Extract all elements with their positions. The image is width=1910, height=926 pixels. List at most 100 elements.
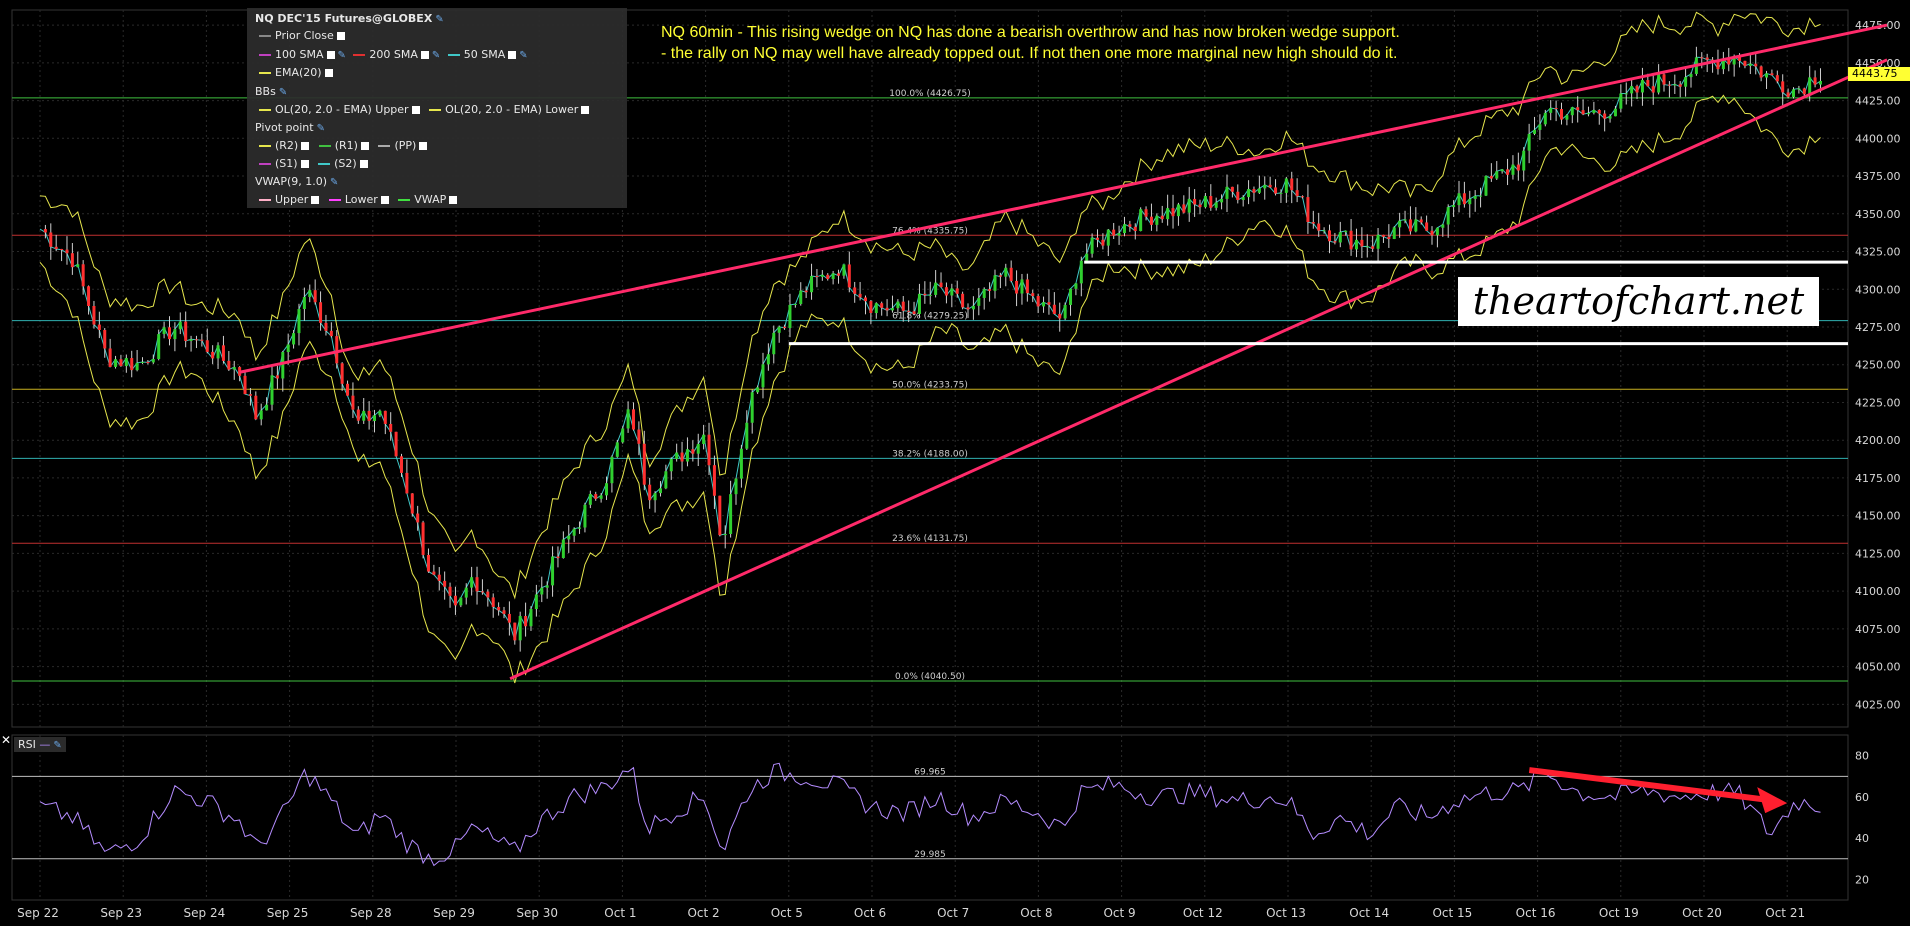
candle-body [1155,215,1159,225]
checkbox-icon[interactable] [508,51,517,59]
rsi-tick-label: 60 [1855,791,1869,804]
candle-body [1775,75,1779,82]
settings-icon[interactable]: ✎ [278,87,288,98]
candle-body [1592,110,1596,113]
y-tick-label: 4250.00 [1855,359,1901,372]
settings-icon[interactable]: ✎ [431,50,441,61]
candle-body [432,571,436,575]
candle-body [826,274,830,279]
legend-ema-row[interactable]: EMA(20) [259,66,333,79]
settings-icon[interactable]: ✎ [316,123,325,134]
candle-body [842,264,846,276]
candle-body [1268,184,1272,188]
checkbox-icon[interactable] [360,142,369,150]
annotation-line-1: NQ 60min - This rising wedge on NQ has d… [661,24,1400,41]
candle-body [243,375,247,395]
candle-body [664,471,668,489]
candle-body [950,288,954,296]
candle-body [248,394,252,396]
candle-body [696,443,700,454]
candle-body [971,305,975,310]
x-tick-label: Sep 24 [184,906,226,920]
candle-body [1500,169,1504,172]
x-tick-label: Oct 14 [1349,906,1389,920]
settings-icon[interactable]: ✎ [519,50,528,61]
candle-body [1122,224,1126,234]
checkbox-icon[interactable] [411,106,420,114]
candle-body [1603,113,1607,119]
candle-body [346,383,350,396]
candle-body [1252,189,1256,193]
y-tick-label: 4350.00 [1855,208,1901,221]
rsi-label[interactable]: RSI — ✎ [14,737,66,752]
candle-body [1106,229,1110,246]
checkbox-icon[interactable] [581,106,590,114]
candle-body [410,493,414,514]
line-swatch-icon [447,54,460,56]
candle-body [1317,223,1321,231]
candle-body [103,329,107,349]
candle-body [1209,196,1213,208]
candle-body [65,249,69,254]
checkbox-icon[interactable] [419,142,428,150]
candle-body [87,286,91,306]
candle-body [1387,236,1391,240]
y-tick-label: 4125.00 [1855,547,1901,560]
candle-body [793,304,797,306]
candle-body [92,305,96,325]
checkbox-icon[interactable] [359,160,368,168]
checkbox-icon[interactable] [301,142,310,150]
checkbox-icon[interactable] [326,51,335,59]
candle-body [194,339,198,341]
candle-body [205,340,209,352]
settings-icon[interactable]: ✎ [337,50,346,61]
candle-body [594,494,598,499]
candle-body [459,597,463,606]
settings-icon[interactable]: ✎ [330,177,339,188]
checkbox-icon[interactable] [324,69,333,77]
checkbox-icon[interactable] [420,51,429,59]
x-tick-label: Oct 15 [1432,906,1472,920]
legend-bbs-header: BBs ✎ [255,85,288,98]
candle-body [1743,60,1747,66]
x-tick-label: Oct 7 [937,906,969,920]
candle-body [1473,195,1477,199]
candle-body [1376,234,1380,249]
checkbox-icon[interactable] [380,196,389,204]
candle-body [281,352,285,379]
checkbox-icon[interactable] [300,160,309,168]
candle-body [799,290,803,305]
candle-body [761,364,765,388]
candle-body [1479,195,1483,197]
candle-body [1004,267,1008,277]
line-swatch-icon [259,72,271,74]
checkbox-icon[interactable] [449,196,458,204]
candle-body [1392,227,1396,240]
candle-body [1727,59,1731,65]
x-tick-label: Sep 23 [100,906,142,920]
candle-body [1214,202,1218,208]
x-tick-label: Oct 21 [1765,906,1805,920]
candle-body [464,587,468,598]
settings-icon[interactable]: ✎ [435,14,444,25]
candle-body [1586,112,1590,115]
candle-body [1052,304,1056,314]
candle-body [70,253,74,268]
candle-body [680,452,684,462]
candle-body [648,484,652,501]
candle-body [729,494,733,534]
close-icon[interactable]: ✕ [1,733,12,747]
settings-icon[interactable]: ✎ [53,740,62,751]
legend-prior-close[interactable]: Prior Close [259,29,345,42]
candle-body [308,290,312,297]
candle-body [885,307,889,311]
checkbox-icon[interactable] [336,32,345,40]
candle-body [880,303,884,308]
candle-body [545,585,549,588]
checkbox-icon[interactable] [311,196,320,204]
candle-body [1786,92,1790,97]
candle-body [141,361,145,363]
line-swatch-icon [259,199,271,201]
candle-body [1597,110,1601,114]
candle-body [1025,279,1029,294]
